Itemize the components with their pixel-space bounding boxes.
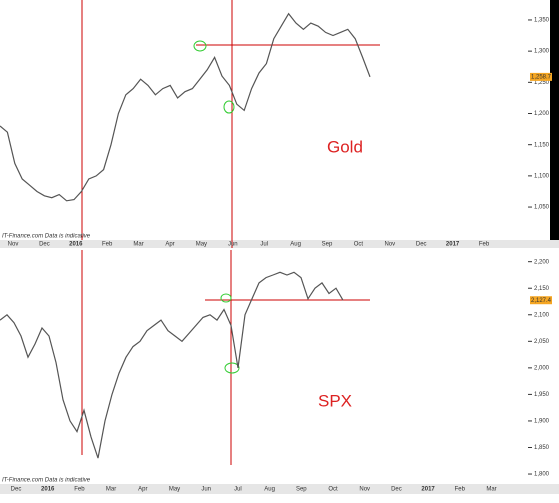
x-tick-label: Oct <box>354 242 364 248</box>
price-line <box>0 271 344 459</box>
green-circle <box>220 293 232 303</box>
y-tick-label: 2,000 <box>534 365 550 371</box>
x-tick-label: Apr <box>165 242 174 248</box>
y-tick-label: 1,150 <box>534 142 550 148</box>
y-tick-label: 1,050 <box>534 205 550 211</box>
x-tick-label: 2017 <box>421 487 435 493</box>
x-tick-label: 2016 <box>69 242 83 248</box>
x-tick-label: Feb <box>479 242 490 248</box>
x-tick-label: Dec <box>11 487 22 493</box>
x-tick-label: Nov <box>8 242 19 248</box>
x-tick-label: Sep <box>322 242 333 248</box>
price-flag <box>530 72 552 81</box>
x-tick-label: Sep <box>296 487 307 493</box>
price-flag-label: 1,258.7 <box>531 74 552 80</box>
x-tick-label: 2016 <box>41 487 55 493</box>
price-flag <box>530 296 552 305</box>
y-tick-label: 2,150 <box>534 286 550 292</box>
top-date-axis <box>0 240 559 248</box>
x-tick-label: Jun <box>201 487 211 493</box>
x-tick-label: Feb <box>74 487 85 493</box>
y-tick-label: 2,050 <box>534 339 550 345</box>
source-note: IT-Finance.com Data is indicative <box>2 234 91 240</box>
x-tick-label: Feb <box>455 487 466 493</box>
y-tick-label: 1,300 <box>534 49 550 55</box>
dark-edge <box>550 0 559 248</box>
green-circle <box>224 362 240 374</box>
x-tick-label: Jul <box>260 242 268 248</box>
x-tick-label: Mar <box>486 487 496 493</box>
y-tick-label: 1,850 <box>534 445 550 451</box>
x-tick-label: Mar <box>106 487 116 493</box>
x-tick-label: Nov <box>384 242 395 248</box>
y-tick-label: 1,950 <box>534 392 550 398</box>
x-tick-label: Dec <box>391 487 402 493</box>
green-circle <box>193 40 207 52</box>
chart-title: Gold <box>327 137 363 156</box>
source-note: IT-Finance.com Data is indicative <box>2 478 91 484</box>
x-tick-label: Aug <box>264 487 275 493</box>
x-tick-label: Dec <box>39 242 50 248</box>
x-tick-label: Mar <box>133 242 143 248</box>
x-tick-label: Dec <box>416 242 427 248</box>
price-flag-label: 2,127.4 <box>531 298 552 304</box>
x-tick-label: Jun <box>228 242 238 248</box>
y-tick-label: 1,350 <box>534 18 550 24</box>
green-circle <box>223 100 235 114</box>
x-tick-label: Oct <box>328 487 338 493</box>
x-tick-label: Nov <box>359 487 370 493</box>
x-tick-label: May <box>169 487 180 493</box>
y-tick-label: 1,100 <box>534 173 550 179</box>
y-tick-label: 2,200 <box>534 259 550 265</box>
y-tick-label: 1,200 <box>534 111 550 117</box>
x-tick-label: Feb <box>102 242 113 248</box>
x-tick-label: Apr <box>138 487 147 493</box>
y-tick-label: 2,100 <box>534 312 550 318</box>
y-tick-label: 1,900 <box>534 419 550 425</box>
x-tick-label: May <box>196 242 207 248</box>
x-tick-label: Aug <box>290 242 301 248</box>
bottom-date-axis <box>0 484 559 494</box>
chart-title: SPX <box>318 391 352 410</box>
y-tick-label: 1,800 <box>534 472 550 478</box>
price-line <box>0 12 371 202</box>
x-tick-label: 2017 <box>446 242 460 248</box>
y-tick-label: 1,250 <box>534 80 550 86</box>
x-tick-label: Jul <box>234 487 242 493</box>
